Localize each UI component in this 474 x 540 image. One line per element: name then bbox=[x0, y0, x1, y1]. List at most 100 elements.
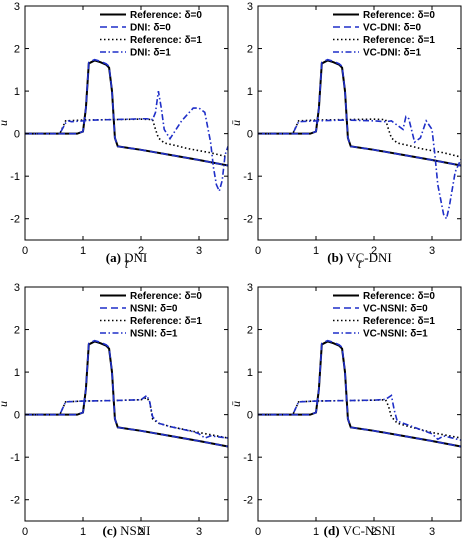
legend-entry-1: DNI: δ=0 bbox=[130, 23, 171, 34]
y-tick-label: 0 bbox=[247, 410, 253, 422]
y-axis-label: ū bbox=[229, 120, 243, 126]
y-tick-label: -2 bbox=[10, 214, 20, 226]
x-tick-label: 3 bbox=[196, 526, 202, 538]
legend-entry-1: VC-NSNI: δ=0 bbox=[363, 304, 428, 315]
x-tick-label: 3 bbox=[429, 245, 435, 257]
y-tick-label: -2 bbox=[243, 495, 253, 507]
y-tick-label: 2 bbox=[14, 325, 20, 337]
series-line-3 bbox=[258, 115, 461, 221]
caption-text: DNI bbox=[121, 250, 147, 265]
series-line-3 bbox=[25, 394, 228, 439]
legend-entry-3: VC-NSNI: δ=1 bbox=[363, 329, 428, 340]
y-tick-label: -1 bbox=[243, 171, 253, 183]
plot-frame bbox=[257, 5, 462, 241]
x-axis-label: t̄ bbox=[125, 538, 129, 540]
x-tick-label: 0 bbox=[22, 526, 28, 538]
x-tick-label: 2 bbox=[371, 245, 377, 257]
legend-entry-3: NSNI: δ=1 bbox=[130, 329, 178, 340]
legend-entry-0: Reference: δ=0 bbox=[130, 291, 202, 302]
y-tick-label: 0 bbox=[14, 410, 20, 422]
series-line-0 bbox=[25, 340, 228, 448]
y-tick-label: 3 bbox=[14, 282, 20, 294]
caption-letter: (d) bbox=[324, 523, 340, 538]
caption-text: VC-NSNI bbox=[340, 523, 396, 538]
y-axis-label: ū bbox=[229, 401, 243, 407]
caption-letter: (a) bbox=[106, 250, 121, 265]
x-tick-label: 3 bbox=[196, 245, 202, 257]
x-tick-label: 2 bbox=[371, 526, 377, 538]
y-tick-label: 1 bbox=[14, 367, 20, 379]
y-tick-label: 1 bbox=[247, 86, 253, 98]
plot-frame bbox=[257, 286, 462, 522]
y-tick-label: 1 bbox=[247, 367, 253, 379]
x-tick-label: 1 bbox=[313, 245, 319, 257]
series-line-3 bbox=[25, 90, 228, 194]
series-line-2 bbox=[25, 396, 228, 439]
chart-panel-2: 0 1 2 3 -2 -1 0 1 2 3 t̄ u Reference: δ=0 NSNI: δ=0Re… bbox=[0, 282, 229, 540]
x-tick-label: 1 bbox=[80, 526, 86, 538]
plot-frame bbox=[24, 286, 229, 522]
caption-text: NSNI bbox=[117, 523, 151, 538]
y-tick-label: 0 bbox=[247, 129, 253, 141]
series-line-1 bbox=[25, 58, 228, 167]
y-tick-label: 3 bbox=[247, 282, 253, 294]
series-line-3 bbox=[258, 394, 461, 441]
caption-letter: (b) bbox=[327, 250, 343, 265]
x-tick-label: 1 bbox=[80, 245, 86, 257]
x-axis-label: t̄ bbox=[358, 538, 362, 540]
y-tick-label: 2 bbox=[247, 44, 253, 56]
y-tick-label: -1 bbox=[10, 171, 20, 183]
series-line-2 bbox=[25, 118, 228, 158]
plot-frame bbox=[24, 5, 229, 241]
y-tick-label: 3 bbox=[14, 1, 20, 13]
y-tick-label: 1 bbox=[14, 86, 20, 98]
panel-caption: (a) DNI bbox=[106, 250, 148, 265]
x-axis-label: t̄ bbox=[125, 257, 129, 271]
x-tick-label: 0 bbox=[255, 526, 261, 538]
y-axis-label: u bbox=[0, 401, 10, 407]
chart-panel-0: 0 1 2 3 -2 -1 0 1 2 3 t̄ u Reference: δ=0 DNI: δ=0Ref… bbox=[0, 1, 229, 271]
x-tick-label: 3 bbox=[429, 526, 435, 538]
series-line-2 bbox=[258, 398, 461, 439]
legend-entry-0: Reference: δ=0 bbox=[130, 10, 202, 21]
legend-entry-1: NSNI: δ=0 bbox=[130, 304, 178, 315]
y-tick-label: -1 bbox=[10, 452, 20, 464]
x-tick-label: 0 bbox=[255, 245, 261, 257]
y-tick-label: 0 bbox=[14, 129, 20, 141]
chart-panel-1: 0 1 2 3 -2 -1 0 1 2 3 t̄ ū Reference: δ=0 VC-DNI: δ=0… bbox=[229, 1, 462, 271]
legend-entry-0: Reference: δ=0 bbox=[363, 291, 435, 302]
panel-caption: (d) VC-NSNI bbox=[324, 523, 396, 538]
legend-entry-2: Reference: δ=1 bbox=[363, 35, 435, 46]
x-axis-label: t̄ bbox=[358, 257, 362, 271]
y-tick-label: -1 bbox=[243, 452, 253, 464]
series-line-1 bbox=[258, 339, 461, 448]
series-line-0 bbox=[258, 340, 461, 448]
chart-panel-3: 0 1 2 3 -2 -1 0 1 2 3 t̄ ū Reference: δ=0 VC-NSNI: δ=… bbox=[229, 282, 462, 540]
panel-caption: (b) VC-DNI bbox=[327, 250, 391, 265]
legend-entry-0: Reference: δ=0 bbox=[363, 10, 435, 21]
series-line-2 bbox=[258, 118, 461, 158]
y-tick-label: -2 bbox=[243, 214, 253, 226]
x-tick-label: 0 bbox=[22, 245, 28, 257]
caption-text: VC-DNI bbox=[343, 250, 392, 265]
y-tick-label: 3 bbox=[247, 1, 253, 13]
y-tick-label: 2 bbox=[247, 325, 253, 337]
legend-entry-3: VC-DNI: δ=1 bbox=[363, 48, 421, 59]
caption-letter: (c) bbox=[102, 523, 116, 538]
y-tick-label: -2 bbox=[10, 495, 20, 507]
x-tick-label: 2 bbox=[138, 245, 144, 257]
x-tick-label: 2 bbox=[138, 526, 144, 538]
x-tick-label: 1 bbox=[313, 526, 319, 538]
series-line-1 bbox=[25, 339, 228, 448]
y-tick-label: 2 bbox=[14, 44, 20, 56]
panel-caption: (c) NSNI bbox=[102, 523, 150, 538]
legend-entry-2: Reference: δ=1 bbox=[363, 316, 435, 327]
legend-entry-1: VC-DNI: δ=0 bbox=[363, 23, 421, 34]
legend-entry-3: DNI: δ=1 bbox=[130, 48, 171, 59]
y-axis-label: u bbox=[0, 120, 10, 126]
